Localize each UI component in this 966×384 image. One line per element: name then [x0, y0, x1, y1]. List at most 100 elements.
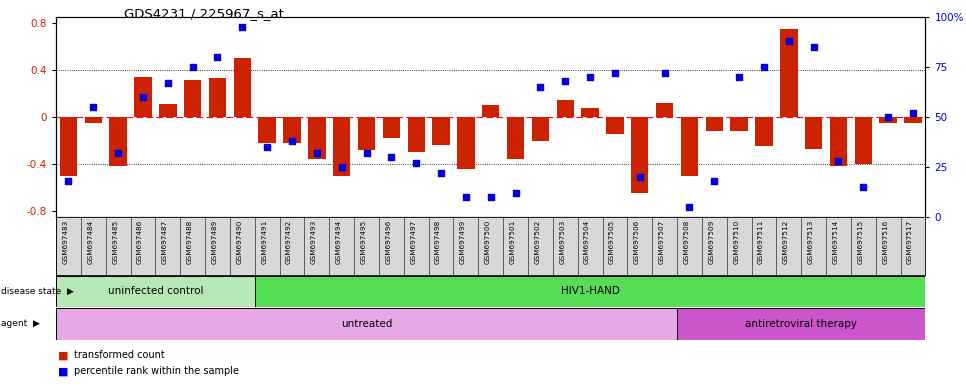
Point: [657, 70, 672, 76]
Bar: [705, 117, 723, 131]
Point: [532, 84, 548, 90]
Bar: [656, 103, 673, 117]
Text: GSM697513: GSM697513: [808, 220, 813, 264]
Text: GSM697504: GSM697504: [584, 220, 590, 264]
Bar: [255, 276, 925, 307]
Text: GSM697489: GSM697489: [212, 220, 217, 264]
Point: [235, 24, 250, 30]
Text: GSM697507: GSM697507: [659, 220, 665, 264]
Point: [284, 138, 299, 144]
Point: [110, 150, 126, 156]
Text: GSM697516: GSM697516: [882, 220, 888, 264]
Bar: [60, 117, 77, 176]
Bar: [408, 117, 425, 152]
Text: GSM697496: GSM697496: [385, 220, 391, 264]
Bar: [134, 77, 152, 117]
Bar: [582, 108, 599, 117]
Point: [483, 194, 498, 200]
Point: [358, 150, 374, 156]
Text: agent  ▶: agent ▶: [1, 319, 40, 328]
Text: GSM697491: GSM697491: [261, 220, 268, 264]
Text: GSM697509: GSM697509: [708, 220, 714, 264]
Text: ■: ■: [58, 366, 69, 376]
Text: uninfected control: uninfected control: [107, 286, 203, 296]
Bar: [781, 29, 798, 117]
Text: HIV1-HAND: HIV1-HAND: [560, 286, 619, 296]
Text: GSM697485: GSM697485: [112, 220, 118, 264]
Bar: [730, 117, 748, 131]
Bar: [85, 117, 102, 123]
Point: [135, 94, 151, 100]
Point: [86, 104, 101, 110]
Text: GSM697484: GSM697484: [87, 220, 94, 264]
Text: GSM697494: GSM697494: [336, 220, 342, 264]
Text: GSM697492: GSM697492: [286, 220, 292, 264]
Bar: [209, 78, 226, 117]
Bar: [607, 117, 624, 134]
Bar: [383, 117, 400, 138]
Bar: [755, 117, 773, 146]
Bar: [904, 117, 922, 123]
Bar: [308, 117, 326, 159]
Text: GSM697498: GSM697498: [435, 220, 441, 264]
Point: [160, 80, 176, 86]
Bar: [283, 117, 300, 143]
Text: GSM697490: GSM697490: [237, 220, 242, 264]
Text: GSM697493: GSM697493: [311, 220, 317, 264]
Point: [334, 164, 350, 170]
Text: untreated: untreated: [341, 319, 392, 329]
Point: [880, 114, 895, 120]
Bar: [109, 117, 127, 166]
Text: GSM697508: GSM697508: [684, 220, 690, 264]
Text: GSM697487: GSM697487: [162, 220, 168, 264]
Text: GSM697517: GSM697517: [907, 220, 913, 264]
Text: GSM697502: GSM697502: [534, 220, 540, 264]
Bar: [805, 117, 822, 149]
Point: [682, 204, 697, 210]
Bar: [56, 308, 677, 340]
Bar: [159, 104, 177, 117]
Text: GSM697515: GSM697515: [858, 220, 864, 264]
Point: [434, 170, 449, 176]
Text: disease state  ▶: disease state ▶: [1, 287, 73, 296]
Bar: [184, 79, 201, 117]
Bar: [259, 117, 276, 143]
Bar: [357, 117, 375, 150]
Text: antiretroviral therapy: antiretroviral therapy: [745, 319, 857, 329]
Point: [731, 74, 747, 80]
Bar: [482, 105, 499, 117]
Point: [309, 150, 325, 156]
Text: GSM697511: GSM697511: [758, 220, 764, 264]
Text: GSM697506: GSM697506: [634, 220, 639, 264]
Point: [61, 178, 76, 184]
Text: GDS4231 / 225967_s_at: GDS4231 / 225967_s_at: [124, 7, 284, 20]
Bar: [433, 117, 450, 145]
Point: [458, 194, 473, 200]
Text: GSM697510: GSM697510: [733, 220, 739, 264]
Bar: [879, 117, 896, 123]
Point: [905, 110, 921, 116]
Bar: [855, 117, 872, 164]
Bar: [234, 58, 251, 117]
Text: GSM697495: GSM697495: [360, 220, 366, 264]
Bar: [333, 117, 351, 176]
Text: GSM697483: GSM697483: [63, 220, 69, 264]
Text: GSM697497: GSM697497: [411, 220, 416, 264]
Point: [781, 38, 797, 44]
Point: [260, 144, 275, 150]
Point: [632, 174, 647, 180]
Text: transformed count: transformed count: [74, 350, 165, 360]
Point: [409, 160, 424, 166]
Point: [185, 64, 200, 70]
Text: ■: ■: [58, 350, 69, 360]
Text: GSM697505: GSM697505: [609, 220, 615, 264]
Text: GSM697501: GSM697501: [510, 220, 516, 264]
Bar: [507, 117, 525, 159]
Point: [608, 70, 623, 76]
Text: GSM697486: GSM697486: [137, 220, 143, 264]
Point: [756, 64, 772, 70]
Point: [806, 44, 821, 50]
Text: GSM697512: GSM697512: [782, 220, 789, 264]
Text: percentile rank within the sample: percentile rank within the sample: [74, 366, 240, 376]
Point: [557, 78, 573, 84]
